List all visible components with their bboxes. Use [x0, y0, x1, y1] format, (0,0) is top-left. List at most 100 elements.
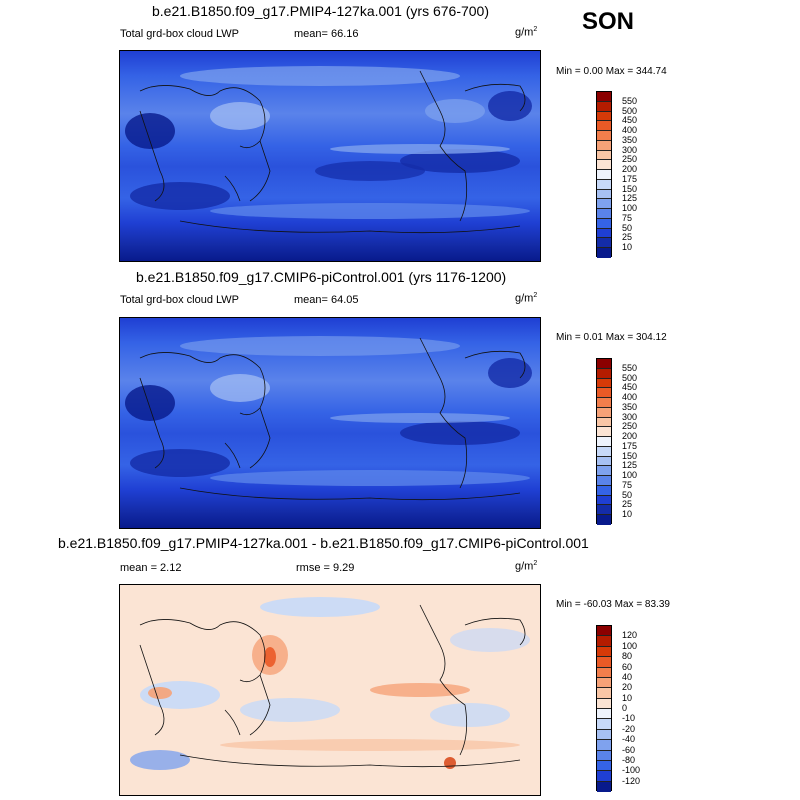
panel-1-colorbar-swatch	[597, 101, 611, 112]
panel-3-colorbar-swatch	[597, 677, 611, 689]
panel-3-colorbar-label: -80	[622, 754, 636, 765]
panel-2-colorbar-label: 450	[622, 382, 638, 393]
panel-3-minmax: Min = -60.03 Max = 83.39	[556, 599, 670, 610]
panel-2-colorbar-swatch	[597, 368, 611, 379]
panel-3-map	[119, 584, 541, 796]
panel-2-colorbar-labels: 550 500 450 400 350 300 250 200 175 150 125 100 75 50…	[622, 358, 662, 524]
panel-1-colorbar-swatch	[597, 111, 611, 122]
panel-3-rmse-label: rmse = 9.29	[296, 562, 355, 574]
panel-3-colorbar-label: 120	[622, 630, 638, 641]
panel-3-colorbar-label: -120	[622, 775, 641, 786]
panel-2-colorbar-swatch	[597, 485, 611, 496]
panel-1-colorbar-swatch	[597, 121, 611, 131]
panel-3-colorbar-label: -60	[622, 744, 636, 755]
panel-1-colorbar-swatch	[597, 170, 611, 180]
panel-1-colorbar-swatch	[597, 218, 611, 229]
panel-1-colorbar-swatch	[597, 189, 611, 200]
panel-3-colorbar-label: -100	[622, 765, 641, 776]
panel-3-colorbar-label: -20	[622, 723, 636, 734]
panel-3-colorbar-label: 40	[622, 671, 633, 682]
panel-1-colorbar-swatch	[597, 209, 611, 219]
panel-3-colorbar-label: 0	[622, 703, 628, 713]
panel-3-colorbar-swatch	[597, 760, 611, 772]
panel-2-colorbar-label: 175	[622, 440, 638, 451]
panel-2-colorbar-label: 500	[622, 372, 638, 383]
panel-3-colorbar-swatch	[597, 740, 611, 751]
panel-2-colorbar-swatch	[597, 466, 611, 476]
panel-1-colorbar-swatch	[597, 228, 611, 239]
panel-3-colorbar-swatch	[597, 729, 611, 741]
panel-1-colorbar-label: 350	[622, 134, 638, 145]
panel-2-colorbar-swatch	[597, 495, 611, 506]
panel-3-colorbar-swatch	[597, 636, 611, 647]
panel-2-colorbar-label: 125	[622, 460, 638, 471]
season-label: SON	[582, 8, 635, 35]
panel-3-mean-label: mean = 2.12	[120, 562, 182, 574]
panel-2-colorbar-swatch	[597, 456, 611, 467]
panel-2-colorbar-label: 400	[622, 392, 638, 403]
panel-1-colorbar	[596, 91, 612, 258]
panel-1-colorbar-label: 125	[622, 193, 638, 204]
panel-2-colorbar-label: 300	[622, 411, 638, 422]
panel-2-colorbar-label: 150	[622, 450, 638, 461]
panel-1-colorbar-label: 150	[622, 183, 638, 194]
panel-1-colorbar-labels: 550 500 450 400 350 300 250 200 175 150 125 100 75 50…	[622, 91, 662, 257]
panel-1-colorbar-swatch	[597, 160, 611, 170]
panel-1-colorbar-label: 450	[622, 115, 638, 126]
panel-1-colorbar-label: 400	[622, 125, 638, 136]
panel-1-colorbar-swatch	[597, 179, 611, 190]
panel-3-colorbar-labels: 120 100 80 60 40 20 10 0 -10 -20 -40 -60 -80 -100 -120	[622, 625, 662, 791]
panel-1-colorbar-label: 250	[622, 154, 638, 165]
panel-2-colorbar-label: 350	[622, 401, 638, 412]
panel-3-colorbar-label: 10	[622, 692, 633, 703]
panel-2-colorbar-swatch	[597, 388, 611, 398]
panel-2-units: g/m2	[515, 292, 538, 305]
panel-1-map	[119, 50, 541, 262]
panel-1-title: b.e21.B1850.f09_g17.PMIP4-127ka.001 (yrs…	[152, 3, 490, 19]
panel-3-colorbar-swatch	[597, 771, 611, 782]
panel-2-title: b.e21.B1850.f09_g17.CMIP6-piControl.001 …	[136, 269, 507, 285]
panel-3-colorbar-label: -40	[622, 734, 636, 745]
panel-3-colorbar-label: 60	[622, 661, 633, 672]
panel-2-colorbar-swatch	[597, 437, 611, 447]
panel-1-colorbar-label: 50	[622, 222, 633, 233]
panel-2-colorbar-swatch	[597, 359, 611, 369]
panel-1-colorbar-label: 100	[622, 203, 638, 214]
panel-3-units: g/m2	[515, 560, 538, 573]
panel-3-colorbar-swatch	[597, 657, 611, 668]
panel-1-colorbar-swatch	[597, 199, 611, 209]
panel-1-colorbar-swatch	[597, 238, 611, 248]
panel-2-colorbar-label: 250	[622, 421, 638, 432]
panel-3-colorbar	[596, 625, 612, 792]
panel-2-colorbar-label: 25	[622, 499, 633, 510]
panel-2-colorbar-swatch	[597, 515, 611, 525]
panel-2-colorbar-label: 75	[622, 479, 633, 490]
panel-3-colorbar-swatch	[597, 781, 611, 792]
panel-2-colorbar-swatch	[597, 407, 611, 418]
panel-3-colorbar-swatch	[597, 667, 611, 678]
panel-2-colorbar-label: 10	[622, 509, 633, 520]
panel-1-colorbar-label: 200	[622, 164, 638, 175]
panel-1-colorbar-swatch	[597, 131, 611, 141]
panel-3-colorbar-swatch	[597, 719, 611, 730]
panel-3-colorbar-swatch	[597, 750, 611, 761]
panel-3-colorbar-swatch	[597, 626, 611, 637]
panel-3-colorbar-label: 20	[622, 682, 633, 693]
panel-2-colorbar-swatch	[597, 378, 611, 389]
panel-1-units: g/m2	[515, 26, 538, 39]
panel-3-colorbar-swatch	[597, 709, 611, 720]
panel-3-title: b.e21.B1850.f09_g17.PMIP4-127ka.001 - b.…	[58, 535, 589, 551]
panel-2-map	[119, 317, 541, 529]
panel-1-variable-label: Total grd-box cloud LWP	[120, 28, 240, 40]
panel-2-variable-label: Total grd-box cloud LWP	[120, 294, 240, 306]
panel-3-colorbar-label: 80	[622, 651, 633, 662]
panel-2-colorbar-label: 100	[622, 470, 638, 481]
panel-3-colorbar-swatch	[597, 688, 611, 699]
panel-2-colorbar-label: 200	[622, 431, 638, 442]
panel-3-colorbar-label: -10	[622, 713, 636, 724]
panel-1-colorbar-label: 25	[622, 232, 633, 243]
panel-2-colorbar-swatch	[597, 427, 611, 437]
panel-2-colorbar	[596, 358, 612, 525]
panel-1-colorbar-label: 550	[622, 95, 638, 106]
panel-2-minmax: Min = 0.01 Max = 304.12	[556, 332, 667, 343]
